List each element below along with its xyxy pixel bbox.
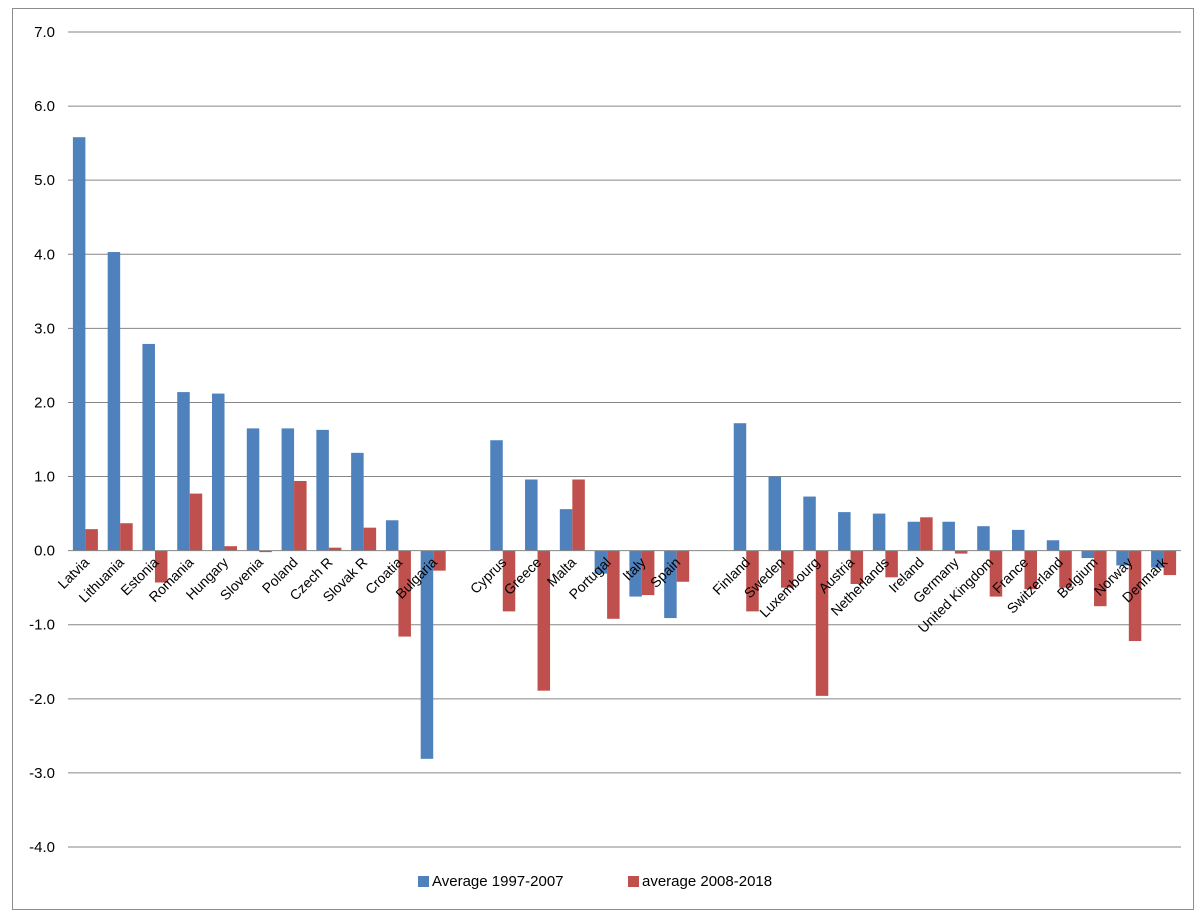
y-tick-label: 3.0 xyxy=(34,320,55,337)
bar-spain-series-2 xyxy=(676,550,690,582)
legend-label-average-2008-2018: average 2008-2018 xyxy=(642,873,772,890)
y-tick-label: 1.0 xyxy=(34,469,55,486)
bar-austria-series-2 xyxy=(850,550,864,584)
y-tick-label: 4.0 xyxy=(34,246,55,263)
bar-bulgaria-series-2 xyxy=(433,550,446,571)
bar-ireland-series-2 xyxy=(920,517,933,551)
legend-swatch-average-2008-2018 xyxy=(628,876,639,887)
bar-romania-series-1 xyxy=(177,392,190,551)
bar-latvia-series-2 xyxy=(85,529,98,551)
bar-croatia-series-2 xyxy=(398,550,411,637)
y-axis-tick-labels: 7.0 6.0 5.0 4.0 3.0 2.0 1.0 0.0 -1.0 -2.0 -3.0 -4.0 xyxy=(29,24,55,856)
bar-germany-series-2 xyxy=(954,550,968,554)
bar-france-series-1 xyxy=(1011,529,1025,551)
bar-ireland-series-1 xyxy=(907,521,921,551)
bar-cyprus-series-1 xyxy=(490,440,503,551)
gridlines xyxy=(68,31,1181,848)
bar-lithuania-series-1 xyxy=(107,252,121,551)
y-tick-label: -2.0 xyxy=(29,691,55,708)
bar-slovak-r-series-1 xyxy=(351,452,364,551)
bar-united-kingdom-series-2 xyxy=(989,550,1003,597)
legend-label-average-1997-2007: Average 1997-2007 xyxy=(432,873,564,890)
bar-switzerland-series-1 xyxy=(1046,540,1060,551)
bar-hungary-series-2 xyxy=(224,546,238,551)
bar-spain-series-1 xyxy=(664,550,677,619)
bar-denmark-series-2 xyxy=(1163,550,1177,576)
bar-greece-series-1 xyxy=(525,479,538,551)
bar-romania-series-2 xyxy=(189,493,203,551)
bar-italy-series-2 xyxy=(641,550,655,596)
bar-slovenia-series-1 xyxy=(246,428,260,551)
bar-poland-series-1 xyxy=(281,428,295,551)
y-tick-label: 2.0 xyxy=(34,394,55,411)
bar-croatia-series-1 xyxy=(385,520,399,551)
bar-cyprus-series-2 xyxy=(502,550,516,612)
bar-czech-r-series-1 xyxy=(316,429,329,551)
chart-frame: 7.0 6.0 5.0 4.0 3.0 2.0 1.0 0.0 -1.0 -2.0 -3.0 -4.0… xyxy=(12,8,1194,910)
bar-finland-series-1 xyxy=(733,423,747,551)
bar-austria-series-1 xyxy=(838,512,851,551)
bar-latvia-series-1 xyxy=(72,137,86,551)
bar-belgium-series-1 xyxy=(1081,550,1095,559)
bar-slovak-r-series-2 xyxy=(363,527,377,551)
bar-switzerland-series-2 xyxy=(1059,550,1072,588)
bar-luxembourg-series-1 xyxy=(803,496,816,551)
bar-malta-series-1 xyxy=(559,509,573,551)
bar-portugal-series-2 xyxy=(607,550,620,619)
bar-denmark-series-1 xyxy=(1151,550,1164,568)
bar-malta-series-2 xyxy=(572,479,585,551)
bar-netherlands-series-1 xyxy=(872,513,886,551)
bar-greece-series-2 xyxy=(537,550,551,691)
bars xyxy=(72,137,1177,759)
bar-united-kingdom-series-1 xyxy=(977,526,990,551)
y-tick-label: 7.0 xyxy=(34,24,55,41)
bar-finland-series-2 xyxy=(746,550,759,612)
bar-norway-series-2 xyxy=(1128,550,1142,642)
bar-germany-series-1 xyxy=(942,521,955,551)
bar-estonia-series-2 xyxy=(154,550,168,583)
legend-swatch-average-1997-2007 xyxy=(418,876,429,887)
bar-sweden-series-2 xyxy=(781,550,794,588)
y-tick-label: -1.0 xyxy=(29,617,55,634)
bar-bulgaria-series-1 xyxy=(420,550,434,759)
bar-luxembourg-series-2 xyxy=(815,550,829,696)
bar-norway-series-1 xyxy=(1116,550,1129,566)
bar-poland-series-2 xyxy=(294,480,307,551)
y-tick-label: 6.0 xyxy=(34,98,55,115)
y-tick-label: -4.0 xyxy=(29,839,55,856)
y-tick-label: -3.0 xyxy=(29,765,55,782)
bar-slovenia-series-2 xyxy=(259,550,272,553)
y-tick-label: 0.0 xyxy=(34,543,55,560)
bar-portugal-series-1 xyxy=(594,550,608,574)
bar-czech-r-series-2 xyxy=(328,547,342,551)
bar-lithuania-series-2 xyxy=(120,523,133,551)
legend: Average 1997-2007 average 2008-2018 xyxy=(418,873,772,890)
bar-sweden-series-1 xyxy=(768,476,782,551)
bar-france-series-2 xyxy=(1024,550,1037,590)
bar-chart: 7.0 6.0 5.0 4.0 3.0 2.0 1.0 0.0 -1.0 -2.0 -3.0 -4.0… xyxy=(29,24,1181,890)
bar-netherlands-series-2 xyxy=(885,550,898,578)
bar-hungary-series-1 xyxy=(212,393,225,551)
bar-italy-series-1 xyxy=(629,550,642,597)
y-tick-label: 5.0 xyxy=(34,172,55,189)
bar-estonia-series-1 xyxy=(142,343,155,551)
bar-belgium-series-2 xyxy=(1094,550,1107,607)
